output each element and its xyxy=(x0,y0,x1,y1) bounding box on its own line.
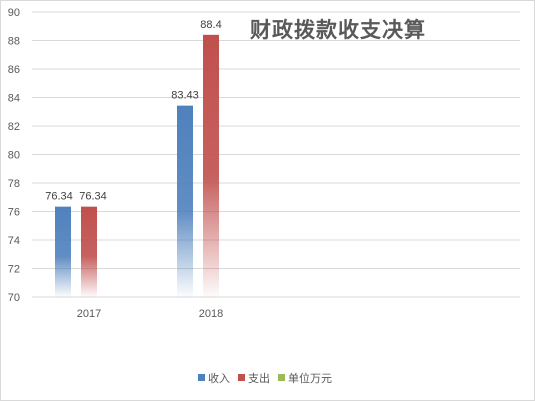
data-labels: 76.34 76.34 83.43 88.4 xyxy=(45,19,221,203)
data-label: 76.34 xyxy=(45,191,73,203)
y-tick-label: 72 xyxy=(8,264,20,276)
legend-swatch xyxy=(198,374,205,381)
chart-title: 财政拨款收支决算 xyxy=(250,17,426,42)
legend-label: 收入 xyxy=(208,371,230,385)
gridlines xyxy=(32,11,520,298)
y-tick-label: 80 xyxy=(8,150,20,162)
bars xyxy=(55,34,219,298)
y-tick-label: 70 xyxy=(8,292,20,304)
legend: 收入 支出 单位万元 xyxy=(198,371,332,385)
x-tick-label: 2018 xyxy=(199,308,223,320)
legend-label: 支出 xyxy=(248,371,270,385)
bar xyxy=(55,206,71,297)
bar xyxy=(81,206,97,297)
data-label: 88.4 xyxy=(200,19,221,31)
legend-swatch xyxy=(278,374,285,381)
y-tick-label: 82 xyxy=(8,121,20,133)
bar xyxy=(177,105,193,297)
y-tick-label: 78 xyxy=(8,178,20,190)
y-tick-label: 74 xyxy=(8,235,20,247)
y-tick-label: 86 xyxy=(8,64,20,76)
data-label: 76.34 xyxy=(79,191,107,203)
bar xyxy=(203,34,219,298)
y-tick-label: 84 xyxy=(8,93,20,105)
y-axis: 70 72 74 76 78 80 82 84 86 88 90 xyxy=(8,7,20,304)
x-axis: 2017 2018 xyxy=(77,308,223,320)
legend-label: 单位万元 xyxy=(288,371,332,385)
x-tick-label: 2017 xyxy=(77,308,101,320)
y-tick-label: 88 xyxy=(8,36,20,48)
y-tick-label: 90 xyxy=(8,7,20,19)
legend-swatch xyxy=(238,374,245,381)
data-label: 83.43 xyxy=(171,90,199,102)
y-tick-label: 76 xyxy=(8,207,20,219)
